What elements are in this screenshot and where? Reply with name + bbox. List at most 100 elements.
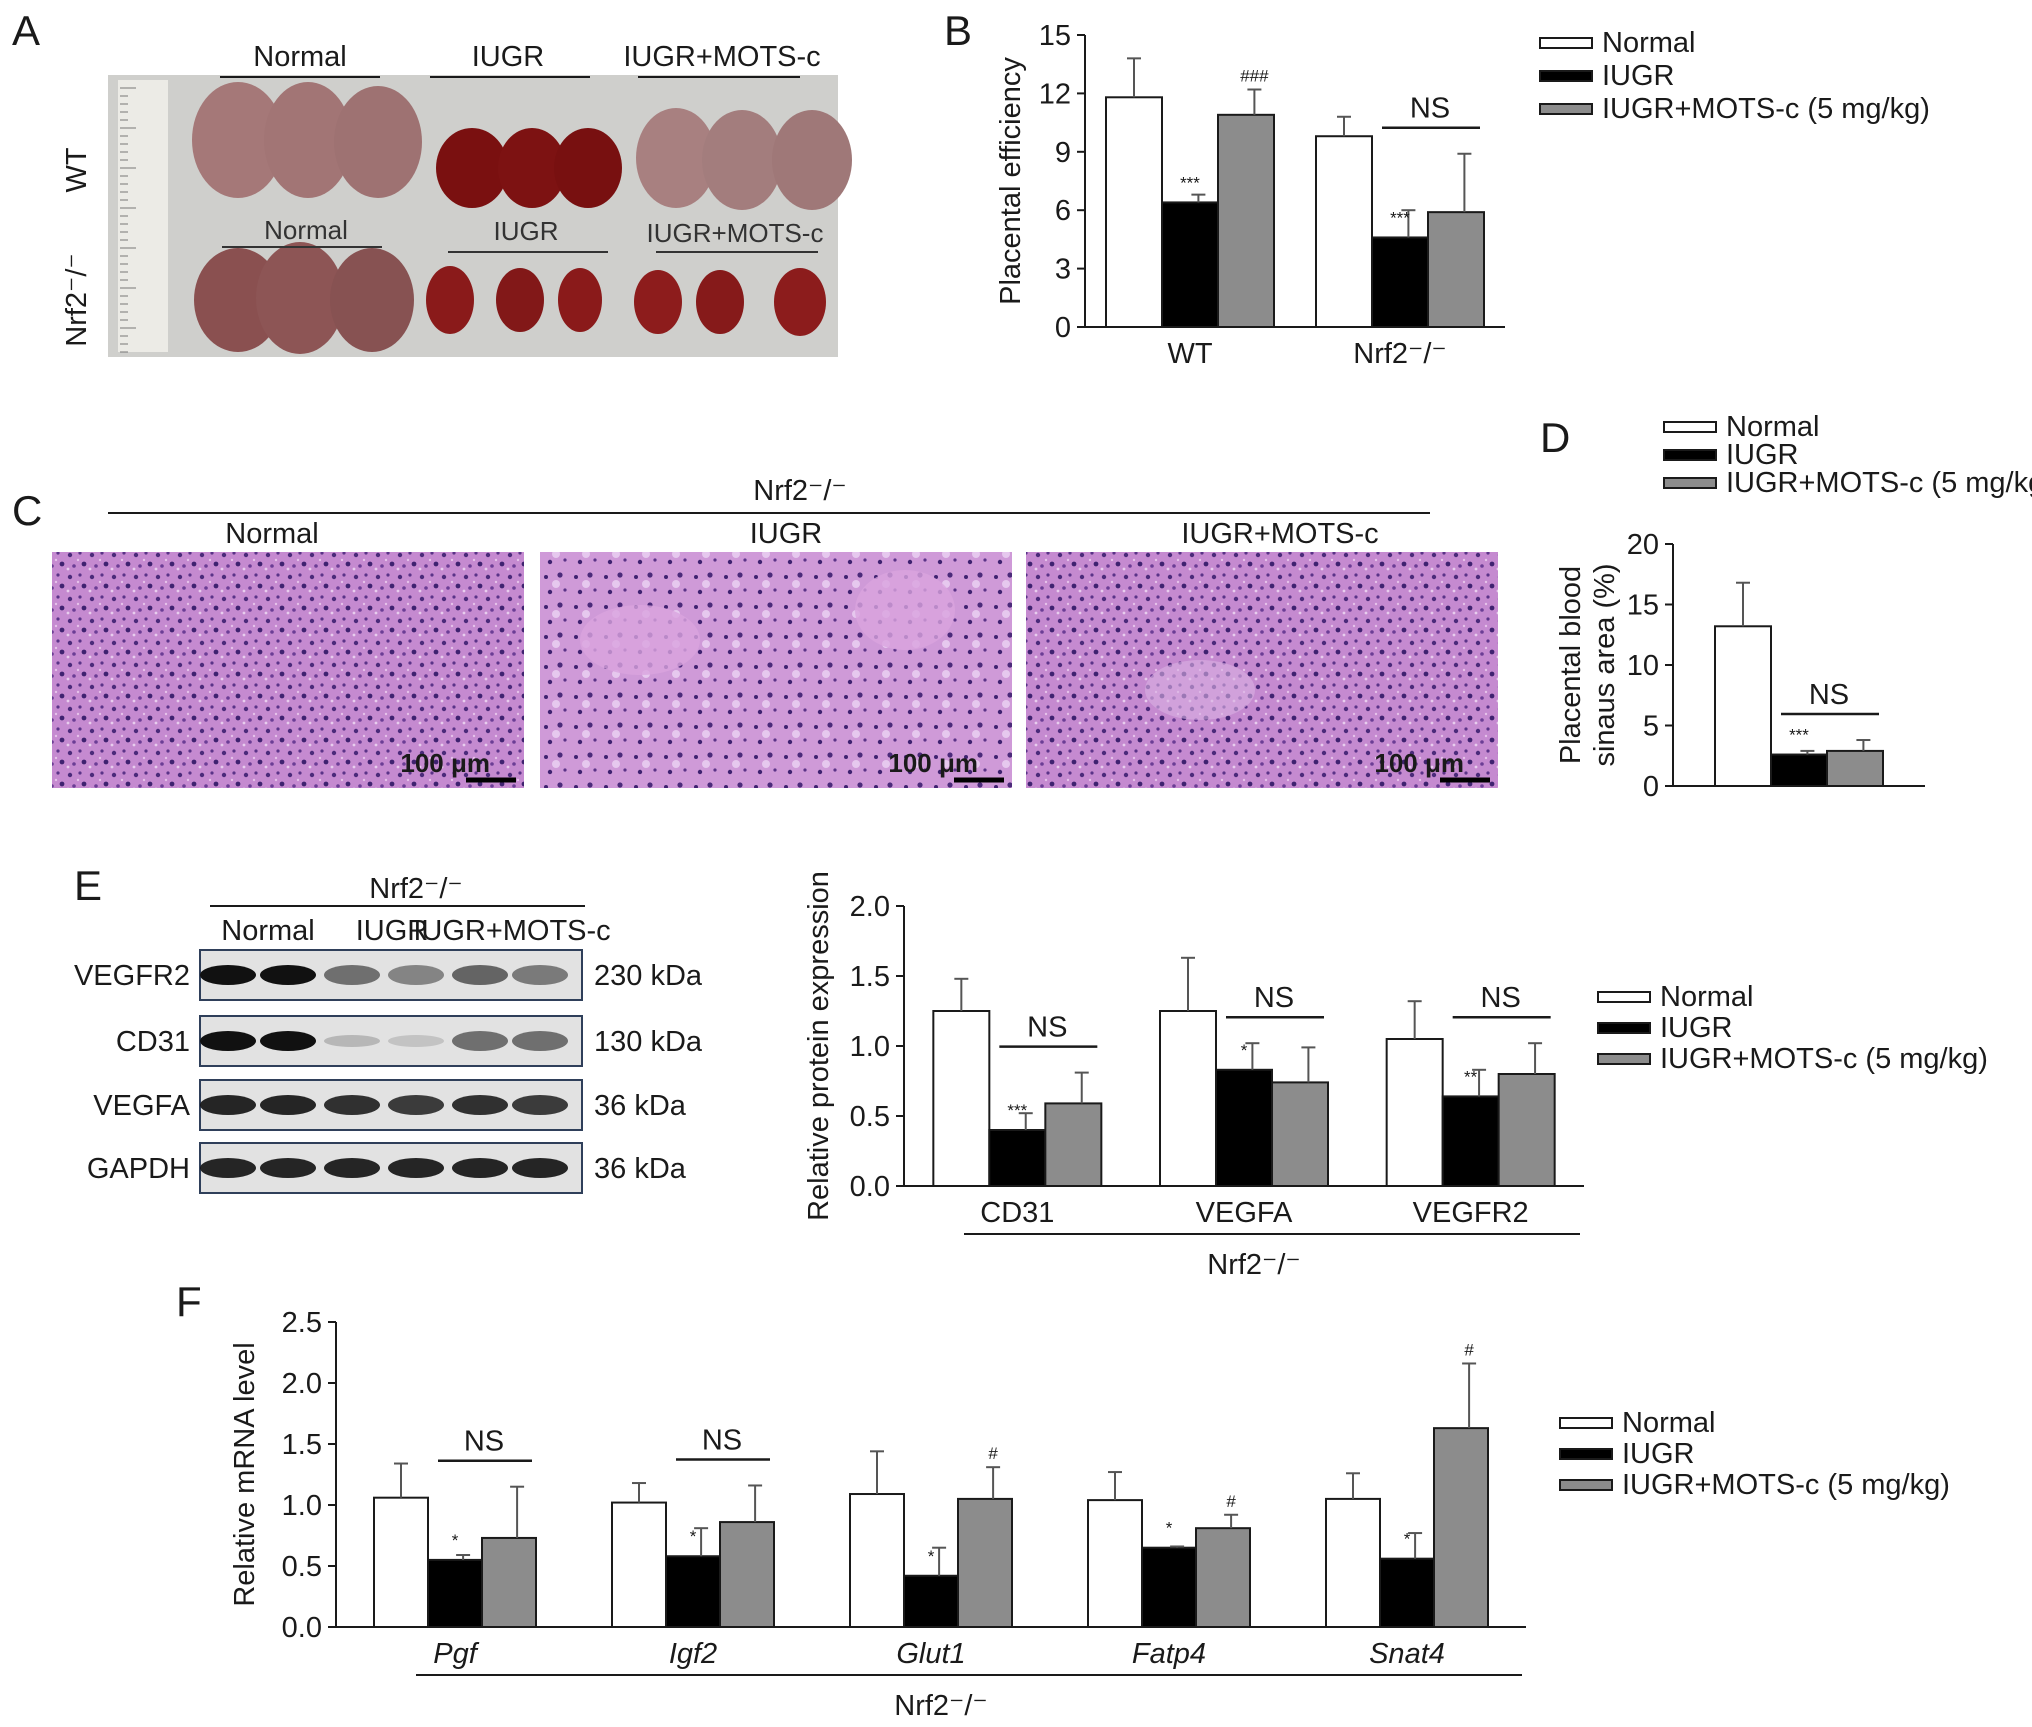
blot-band bbox=[324, 1158, 380, 1178]
panel-letter-b: B bbox=[944, 7, 972, 54]
blot-size-label: 36 kDa bbox=[594, 1090, 687, 1122]
fetus-specimen bbox=[330, 248, 414, 352]
significance-mark: ### bbox=[1240, 67, 1269, 86]
bar bbox=[1433, 1427, 1489, 1629]
comparison-label: NS bbox=[1410, 93, 1450, 125]
x-tick-label: Pgf bbox=[433, 1638, 479, 1670]
blot-band bbox=[452, 965, 508, 985]
y-axis-label: Relative protein expression bbox=[803, 871, 835, 1221]
significance-mark: * bbox=[690, 1527, 697, 1546]
bar bbox=[903, 1574, 959, 1629]
blot-band bbox=[260, 1158, 316, 1178]
ko-group-iugr: IUGR bbox=[494, 216, 559, 246]
wt-group-iugr: IUGR bbox=[472, 41, 545, 73]
legend-label: IUGR bbox=[1660, 1012, 1733, 1044]
legend-label: Normal bbox=[1660, 981, 1753, 1013]
x-tick-label: WT bbox=[1167, 338, 1212, 370]
fetus-specimens bbox=[192, 82, 852, 354]
legend-swatch bbox=[1559, 1479, 1613, 1491]
y-tick-label: 20 bbox=[1627, 529, 1659, 561]
blot-band bbox=[200, 1095, 256, 1115]
bar bbox=[1087, 1499, 1143, 1628]
blot-band bbox=[324, 965, 380, 985]
x-tick-label: Fatp4 bbox=[1132, 1638, 1206, 1670]
legend-swatch bbox=[1539, 37, 1593, 49]
legend-swatch bbox=[1663, 449, 1717, 461]
bar bbox=[1379, 1557, 1435, 1629]
y-tick-label: 9 bbox=[1055, 137, 1071, 169]
legend-label: IUGR bbox=[1726, 439, 1799, 471]
comparison-label: NS bbox=[464, 1426, 504, 1458]
legend-label: Normal bbox=[1602, 27, 1695, 59]
blot-band bbox=[200, 1158, 256, 1178]
ko-group-mots: IUGR+MOTS-c bbox=[647, 218, 824, 248]
x-tick-label: Snat4 bbox=[1369, 1638, 1445, 1670]
significance-mark: * bbox=[1404, 1530, 1411, 1549]
chart-protein-expression: 0.0 0.5 1.0 1.5 2.0 Relative protein expressi… bbox=[803, 871, 1988, 1281]
bar bbox=[957, 1497, 1013, 1629]
bar bbox=[1215, 1068, 1273, 1188]
comparison-label: NS bbox=[702, 1424, 742, 1456]
legend-swatch bbox=[1597, 1022, 1651, 1034]
fetus-specimen bbox=[554, 128, 622, 208]
y-axis-label: Relative mRNA level bbox=[229, 1342, 261, 1606]
y-tick-label: 0.0 bbox=[850, 1171, 890, 1203]
legend-swatch bbox=[1597, 1053, 1651, 1065]
scale-bar-label-iugr: 100 μm bbox=[888, 748, 978, 778]
y-tick-label: 15 bbox=[1039, 20, 1071, 52]
significance-mark: ** bbox=[1464, 1067, 1478, 1086]
significance-mark: * bbox=[1241, 1041, 1248, 1060]
y-tick-label: 5 bbox=[1643, 711, 1659, 743]
bar bbox=[1325, 1497, 1381, 1629]
y-tick-label: 6 bbox=[1055, 195, 1071, 227]
histology-image-normal bbox=[52, 552, 524, 788]
legend-swatch bbox=[1663, 421, 1717, 433]
row-label-nrf2: Nrf2⁻/⁻ bbox=[61, 253, 93, 346]
row-label-wt: WT bbox=[61, 147, 93, 192]
ruler-ticks bbox=[120, 87, 136, 353]
y-tick-label: 15 bbox=[1627, 590, 1659, 622]
y-tick-label: 2.0 bbox=[282, 1368, 322, 1400]
bar bbox=[1161, 201, 1219, 328]
bar bbox=[849, 1493, 905, 1629]
comparison-label: NS bbox=[1809, 679, 1849, 711]
blot-band bbox=[452, 1158, 508, 1178]
blot-band bbox=[512, 1158, 568, 1178]
panel-letter-a: A bbox=[12, 7, 40, 54]
y-tick-label: 0.5 bbox=[282, 1551, 322, 1583]
lane-label-normal: Normal bbox=[221, 915, 314, 947]
group-label: Nrf2⁻/⁻ bbox=[1207, 1249, 1300, 1281]
chart-placental-efficiency: 0 3 6 9 12 15 Placental efficiency *** ### WT *** N… bbox=[995, 20, 1930, 370]
y-tick-label: 0.0 bbox=[282, 1612, 322, 1644]
legend-label: IUGR+MOTS-c (5 mg/kg) bbox=[1622, 1469, 1950, 1501]
y-tick-label: 10 bbox=[1627, 650, 1659, 682]
fetus-specimen bbox=[636, 108, 716, 208]
blot-band bbox=[452, 1095, 508, 1115]
fetus-specimen bbox=[496, 268, 544, 332]
fetus-specimen bbox=[436, 128, 508, 208]
blot-size-label: 230 kDa bbox=[594, 960, 703, 992]
bar bbox=[1159, 1010, 1217, 1187]
bar bbox=[1427, 211, 1485, 328]
bar bbox=[1271, 1081, 1329, 1188]
fetus-specimen bbox=[772, 110, 852, 210]
fetus-specimen bbox=[256, 242, 344, 354]
fetus-specimen bbox=[192, 82, 284, 198]
blot-band bbox=[200, 1031, 256, 1051]
bar bbox=[932, 1010, 991, 1187]
panel-c-header: Nrf2⁻/⁻ bbox=[753, 475, 846, 507]
histology-label-normal: Normal bbox=[225, 518, 318, 550]
blot-band bbox=[388, 1035, 444, 1047]
legend-label: Normal bbox=[1622, 1407, 1715, 1439]
fetus-specimen bbox=[702, 110, 782, 210]
bar bbox=[1441, 1095, 1500, 1188]
blot-band bbox=[512, 1095, 568, 1115]
blot-protein-label: CD31 bbox=[116, 1026, 190, 1058]
blot-size-label: 130 kDa bbox=[594, 1026, 703, 1058]
blot-band bbox=[200, 965, 256, 985]
legend-label: IUGR+MOTS-c (5 mg/kg) bbox=[1660, 1043, 1988, 1075]
bar bbox=[1770, 753, 1828, 787]
ko-group-normal: Normal bbox=[264, 215, 348, 245]
blot-band bbox=[388, 1158, 444, 1178]
legend-label: IUGR bbox=[1622, 1438, 1695, 1470]
